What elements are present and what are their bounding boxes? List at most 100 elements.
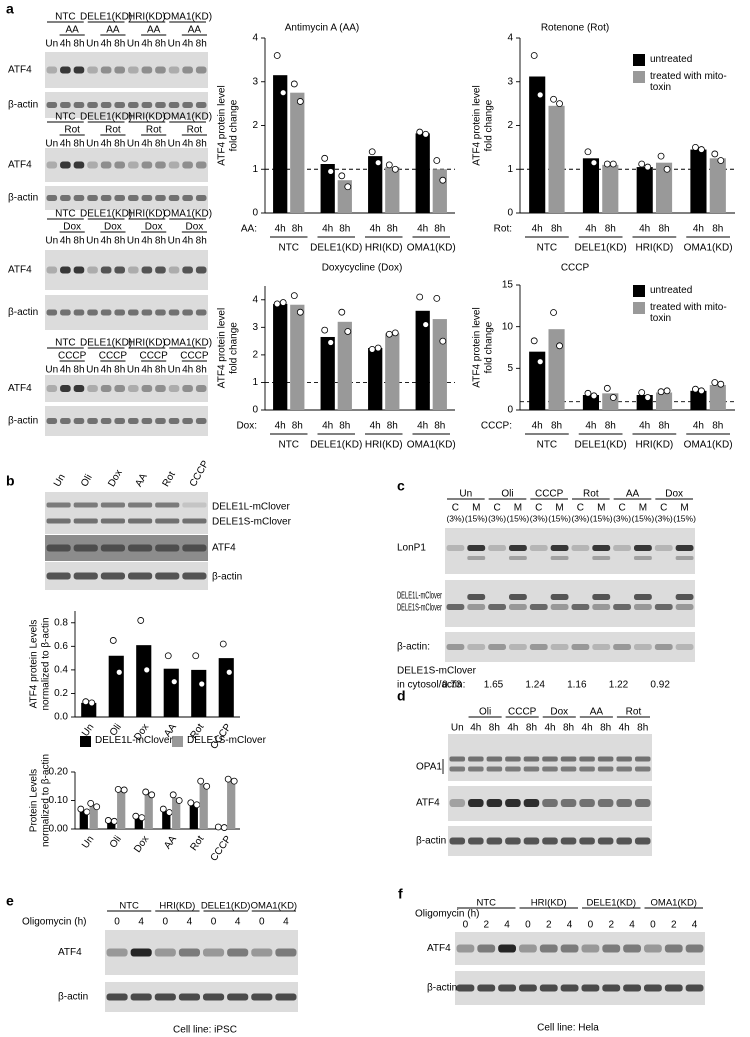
- lane-label: 4h: [101, 236, 112, 247]
- lane-label: 2: [546, 920, 552, 931]
- blot-band: [542, 766, 558, 772]
- legend-label: untreated: [650, 285, 693, 296]
- blot-band: [654, 604, 673, 610]
- fraction-label: M: [597, 503, 605, 514]
- bar-label: 8h: [658, 421, 669, 432]
- row-label: ATF4: [8, 65, 32, 76]
- chart-title: Doxycycline (Dox): [322, 263, 403, 274]
- blot-band: [195, 195, 207, 201]
- blot-band: [634, 604, 652, 610]
- group-label: HRI(KD): [128, 338, 166, 349]
- y-tick-label: 10: [502, 321, 514, 332]
- legend-swatch: [633, 54, 645, 66]
- y-tick-label: 0.2: [54, 688, 68, 699]
- data-point: [698, 146, 705, 153]
- blot-band: [523, 756, 540, 762]
- blot-band: [560, 984, 579, 992]
- group-label: Oli: [501, 489, 513, 500]
- lane-label: 2: [483, 920, 489, 931]
- caption: Cell line: iPSC: [173, 1025, 237, 1036]
- legend-label: untreated: [650, 54, 693, 65]
- blot-band: [509, 556, 527, 560]
- lane-label: 8h: [637, 723, 648, 734]
- y-tick-label: 0.0: [54, 712, 68, 723]
- fraction-percent: (15%): [465, 513, 488, 523]
- fraction-label: M: [680, 503, 688, 514]
- blot-band: [155, 266, 166, 274]
- blot-band: [542, 837, 558, 845]
- blot-band: [203, 948, 225, 957]
- group-label: HRI(KD): [128, 112, 166, 123]
- data-point: [536, 91, 544, 99]
- lane-label: Un: [52, 472, 68, 489]
- blot-image: [45, 535, 208, 561]
- data-point: [584, 148, 592, 156]
- blot-band: [519, 944, 537, 953]
- lane-label: Un: [168, 236, 181, 247]
- group-label: OMA1(KD): [651, 898, 697, 909]
- data-point: [321, 154, 329, 162]
- bar-label: 8h: [434, 224, 445, 235]
- blot-image: [45, 186, 208, 210]
- y-tick-label: 1: [507, 164, 513, 175]
- blot-band: [114, 66, 125, 74]
- blot-band: [182, 66, 193, 74]
- lane-label: 8h: [73, 39, 84, 50]
- blot-band: [60, 418, 71, 424]
- treatment-label: Dox: [63, 222, 81, 233]
- blot-band: [182, 161, 193, 169]
- fraction-percent: (3%): [446, 513, 464, 523]
- bar: [582, 158, 600, 213]
- bar: [548, 329, 565, 410]
- data-point: [385, 330, 393, 338]
- blot-band: [100, 66, 112, 74]
- treatment-label: CCCP: [99, 351, 128, 362]
- bar: [172, 797, 181, 829]
- blot-band: [195, 102, 207, 108]
- y-tick-label: 2: [507, 120, 513, 131]
- y-axis-label: normalized to β-actin: [41, 754, 52, 847]
- bar: [290, 92, 305, 213]
- x-tick-label: OMA1(KD): [407, 440, 456, 451]
- lane-label: 2: [671, 920, 677, 931]
- blot-band: [560, 799, 577, 807]
- blot-band: [523, 799, 540, 807]
- blot-band: [592, 556, 611, 560]
- y-tick-label: 1: [252, 164, 258, 175]
- blot-band: [73, 518, 98, 524]
- lane-label: Un: [127, 236, 140, 247]
- data-point: [422, 130, 430, 138]
- bar: [134, 817, 143, 829]
- treatment-label: CCCP: [58, 351, 87, 362]
- blot-band: [182, 385, 193, 392]
- blot-image: [45, 295, 208, 330]
- group-label: DELE1(KD): [201, 901, 251, 912]
- blot-band: [114, 266, 125, 274]
- panel-label: b: [6, 473, 15, 489]
- bar: [107, 821, 116, 829]
- row-label: ATF4: [8, 265, 32, 276]
- blot-band: [477, 944, 496, 953]
- blot-band: [456, 944, 475, 953]
- legend-label: DELE1L-mClover: [95, 735, 173, 746]
- blot-band: [46, 66, 58, 74]
- bar-label: 8h: [339, 421, 350, 432]
- lane-label: Un: [168, 365, 181, 376]
- data-point: [327, 339, 335, 346]
- y-axis-label: ATF4 protein level: [217, 308, 228, 388]
- blot-band: [100, 161, 112, 169]
- bar-label: 4h: [585, 224, 596, 235]
- y-tick-label: 2: [252, 350, 258, 361]
- group-label: NTC: [55, 338, 76, 349]
- blot-band: [46, 385, 58, 392]
- ratio-value: 1.16: [567, 680, 587, 691]
- blot-band: [634, 756, 651, 762]
- blot-band: [468, 837, 484, 845]
- row-label: β-actin: [8, 193, 38, 204]
- bar: [709, 385, 726, 410]
- group-label: HRI(KD): [128, 12, 166, 23]
- lane-label: Dox: [106, 468, 124, 489]
- blot-band: [46, 544, 71, 552]
- lane-label: 4h: [470, 723, 481, 734]
- data-point: [230, 777, 238, 785]
